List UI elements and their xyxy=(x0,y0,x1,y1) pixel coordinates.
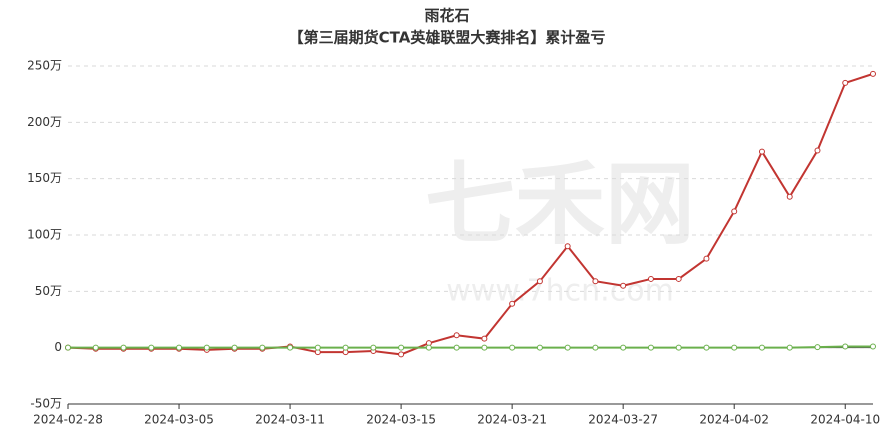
watermark: 七禾网 xyxy=(425,152,695,257)
point xyxy=(203,344,210,351)
point xyxy=(592,344,599,351)
point xyxy=(92,344,99,351)
x-tick-label: 2024-03-05 xyxy=(144,413,214,427)
point xyxy=(398,351,405,358)
chart-title: 雨花石 xyxy=(424,7,469,25)
point xyxy=(453,344,460,351)
y-tick-label: 50万 xyxy=(35,284,62,298)
point xyxy=(786,344,793,351)
point xyxy=(509,300,516,307)
point xyxy=(481,344,488,351)
y-tick-label: 200万 xyxy=(27,115,62,129)
point xyxy=(870,70,876,77)
point xyxy=(231,344,238,351)
point xyxy=(758,148,765,155)
point xyxy=(592,278,599,285)
point xyxy=(176,344,183,351)
point xyxy=(870,343,876,350)
point xyxy=(398,344,405,351)
point xyxy=(647,275,654,282)
x-tick-label: 2024-03-11 xyxy=(255,413,325,427)
point xyxy=(842,79,849,86)
point xyxy=(675,275,682,282)
x-tick-label: 2024-03-27 xyxy=(588,413,658,427)
point xyxy=(786,193,793,200)
point xyxy=(703,344,710,351)
point xyxy=(842,343,849,350)
x-tick-label: 2024-03-15 xyxy=(366,413,436,427)
x-tick-label: 2024-04-02 xyxy=(699,413,769,427)
point xyxy=(509,344,516,351)
point xyxy=(481,335,488,342)
point xyxy=(814,344,821,351)
y-tick-label: 100万 xyxy=(27,228,62,242)
point xyxy=(731,344,738,351)
point xyxy=(647,344,654,351)
point xyxy=(65,344,71,351)
x-tick-label: 2024-02-28 xyxy=(33,413,103,427)
point xyxy=(342,344,349,351)
point xyxy=(620,282,627,289)
point xyxy=(731,208,738,215)
y-tick-label: 150万 xyxy=(27,171,62,185)
point xyxy=(536,344,543,351)
point xyxy=(453,332,460,339)
point xyxy=(758,344,765,351)
point xyxy=(259,344,266,351)
point xyxy=(314,344,321,351)
point xyxy=(536,278,543,285)
point xyxy=(425,344,432,351)
x-tick-label: 2024-04-10 xyxy=(810,413,880,427)
series-line xyxy=(68,345,873,349)
y-tick-label: 0 xyxy=(54,340,62,354)
point xyxy=(564,344,571,351)
point xyxy=(564,243,571,250)
point xyxy=(148,344,155,351)
point xyxy=(620,344,627,351)
point xyxy=(675,344,682,351)
point xyxy=(814,147,821,154)
y-tick-label: -50万 xyxy=(30,397,62,411)
chart-subtitle: 【第三届期货CTA英雄联盟大赛排名】累计盈亏 xyxy=(289,29,606,47)
x-tick-label: 2024-03-21 xyxy=(477,413,547,427)
point xyxy=(120,344,127,351)
point xyxy=(287,344,294,351)
point xyxy=(370,344,377,351)
point xyxy=(703,255,710,262)
y-tick-label: 250万 xyxy=(27,59,62,73)
series-line xyxy=(67,72,874,356)
